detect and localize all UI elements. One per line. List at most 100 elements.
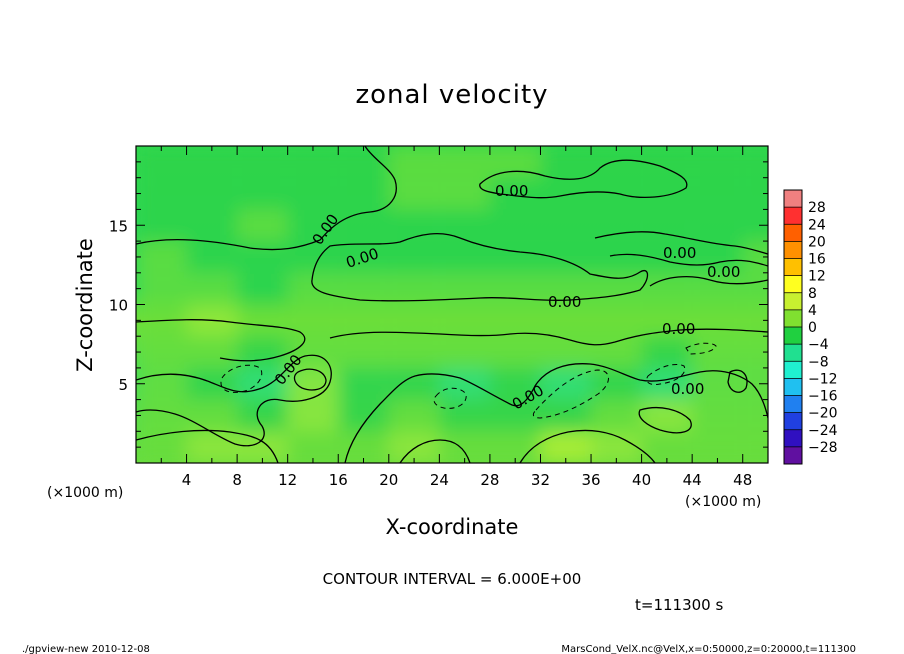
heatmap-cell	[439, 399, 490, 432]
colorbar-label: 8	[808, 286, 817, 302]
x-tick-label: 12	[278, 471, 297, 489]
heatmap-cell	[338, 399, 389, 432]
contour-line	[220, 364, 263, 393]
heatmap-cell	[489, 431, 541, 463]
heatmap-cell	[540, 177, 592, 210]
colorbar-label: −4	[808, 337, 829, 353]
contour-line	[594, 231, 768, 255]
heatmap-cell	[489, 241, 541, 273]
contour-line	[519, 429, 656, 463]
heatmap-cell	[136, 146, 187, 178]
y-tick-label: 15	[109, 217, 128, 235]
heatmap-cell	[237, 209, 288, 242]
heatmap-cell	[692, 367, 743, 400]
heatmap-cell	[489, 336, 541, 368]
colorbar-label: −12	[808, 371, 838, 387]
heatmap-cell	[237, 336, 288, 368]
x-tick-label: 4	[182, 471, 192, 489]
heatmap-cell	[237, 304, 288, 337]
heatmap-cell	[489, 367, 541, 400]
heatmap-cell	[692, 146, 743, 178]
colorbar-segment	[784, 327, 802, 345]
heatmap-cell	[591, 272, 642, 305]
heatmap-cell	[388, 431, 440, 463]
contour-line	[638, 406, 692, 434]
colorbar-label: −24	[808, 423, 838, 439]
heatmap-cell	[692, 209, 743, 242]
contour-interval: CONTOUR INTERVAL = 6.000E+00	[323, 570, 582, 588]
heatmap-cell	[186, 399, 238, 432]
colorbar-label: 20	[808, 234, 826, 250]
colorbar-segment	[784, 378, 802, 396]
heatmap-cell	[439, 209, 490, 242]
footer-left: ./gpview-new 2010-12-08	[22, 644, 150, 654]
contour-label: 0.00	[495, 182, 528, 200]
y-axis-label: Z-coordinate	[73, 238, 97, 372]
colorbar-label: −8	[808, 354, 829, 370]
heatmap-cell	[136, 177, 187, 210]
x-tick-label: 16	[329, 471, 348, 489]
negative-contour-lines	[220, 342, 717, 419]
heatmap-cell	[489, 304, 541, 337]
heatmap-cell	[287, 177, 339, 210]
colorbar-segment	[784, 361, 802, 379]
contour-label: 0.00	[707, 263, 740, 281]
contour-lines	[136, 146, 768, 463]
heatmap-cell	[489, 209, 541, 242]
heatmap-cell	[439, 336, 490, 368]
heatmap-cell	[439, 367, 490, 400]
heatmap-cell	[540, 146, 592, 178]
heatmap-cell	[287, 209, 339, 242]
heatmap-cell	[186, 241, 238, 273]
heatmap-cell	[338, 177, 389, 210]
colorbar-segment	[784, 412, 802, 430]
colorbar-segment	[784, 309, 802, 327]
heatmap-cell	[641, 146, 693, 178]
contour-line	[136, 319, 306, 362]
contour-line	[727, 369, 748, 393]
heatmap-cell	[692, 304, 743, 337]
heatmap-cell	[186, 209, 238, 242]
contour-label: 0.00	[671, 380, 704, 398]
heatmap-cell	[540, 399, 592, 432]
heatmap-cell	[237, 272, 288, 305]
colorbar-label: −28	[808, 440, 838, 456]
colorbar-segment	[784, 429, 802, 447]
heatmap-cell	[186, 177, 238, 210]
heatmap-cell	[338, 272, 389, 305]
colorbar-segment	[784, 207, 802, 225]
heatmap-cell	[136, 336, 187, 368]
heatmap-cell	[186, 336, 238, 368]
x-tick-label: 40	[632, 471, 651, 489]
x-tick-label: 20	[379, 471, 398, 489]
heatmap-cell	[692, 336, 743, 368]
heatmap-cell	[186, 431, 238, 463]
time-label: t=111300 s	[635, 596, 723, 614]
heatmap-cell	[591, 241, 642, 273]
heatmap-cell	[136, 431, 187, 463]
heatmap-cells	[136, 146, 768, 463]
heatmap-cell	[186, 146, 238, 178]
y-tick-label: 10	[109, 297, 128, 315]
heatmap-cell	[439, 431, 490, 463]
contour-line	[649, 275, 768, 287]
heatmap-cell	[641, 272, 693, 305]
heatmap-cell	[540, 367, 592, 400]
contour-line	[479, 159, 688, 199]
heatmap-cell	[591, 367, 642, 400]
colorbar-label: 4	[808, 303, 817, 319]
heatmap-cell	[186, 367, 238, 400]
contour-line	[329, 328, 768, 346]
heatmap-cell	[388, 177, 440, 210]
heatmap-cell	[388, 336, 440, 368]
colorbar-segment	[784, 344, 802, 362]
contour-line	[344, 363, 768, 463]
heatmap-cell	[388, 146, 440, 178]
y-axis: 5 10 15	[109, 161, 768, 448]
colorbar-label: 16	[808, 252, 826, 268]
heatmap-cell	[338, 367, 389, 400]
heatmap-cell	[388, 399, 440, 432]
heatmap-cell	[237, 241, 288, 273]
